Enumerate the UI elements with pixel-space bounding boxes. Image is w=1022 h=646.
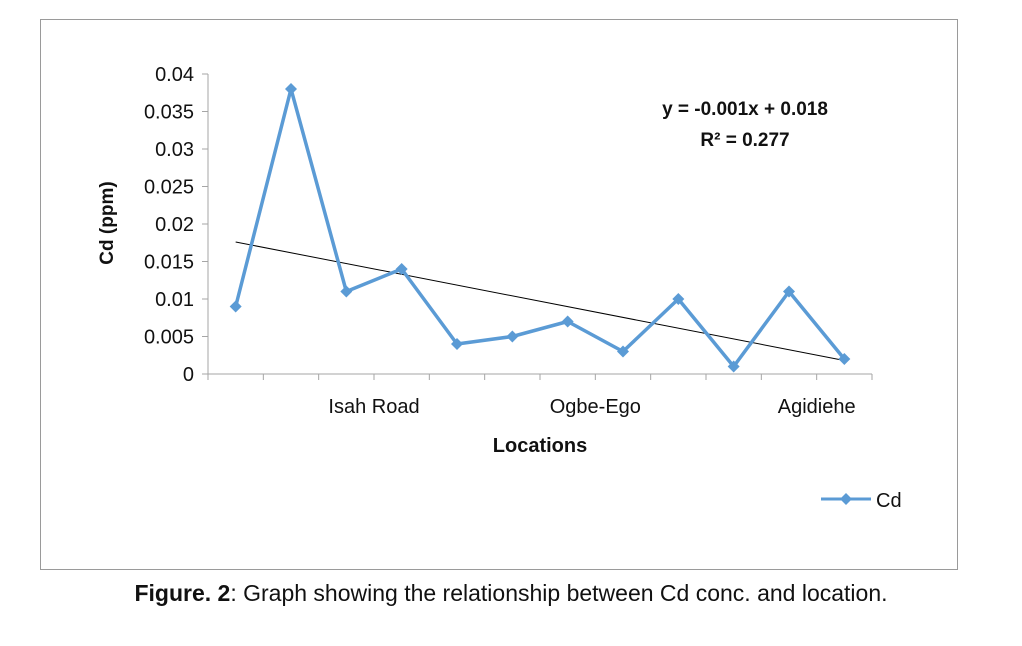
- y-tick-label: 0.015: [144, 252, 194, 274]
- cd-data-point: [838, 353, 851, 365]
- axis-ticks: 0 0.005 0.01 0.015 0.02 0.025 0.03 0.035 0.04 Isa…: [144, 64, 873, 418]
- figure-caption: Figure. 2: Graph showing the relationshi…: [0, 580, 1022, 607]
- cd-data-point: [285, 83, 297, 95]
- r-squared-label: R² = 0.277: [700, 130, 789, 151]
- caption-text: : Graph showing the relationship between…: [230, 580, 888, 606]
- series-group: [229, 83, 851, 373]
- x-tick-label: Ogbe-Ego: [550, 396, 641, 418]
- chart-area: [40, 19, 958, 570]
- cd-data-point: [561, 315, 574, 328]
- y-tick-label: 0: [183, 364, 194, 386]
- legend-label: Cd: [876, 490, 902, 512]
- y-tick-label: 0.005: [144, 327, 194, 349]
- y-tick-label: 0.02: [155, 214, 194, 236]
- caption-label: Figure. 2: [134, 580, 231, 606]
- y-tick-label: 0.03: [155, 139, 194, 161]
- cd-data-point: [395, 263, 408, 275]
- cd-series-line: [233, 87, 846, 369]
- y-axis-title: Cd (ppm): [97, 181, 118, 264]
- y-tick-label: 0.035: [144, 102, 194, 124]
- cd-data-point: [451, 338, 463, 350]
- y-tick-label: 0.025: [144, 177, 194, 199]
- cd-data-point: [783, 285, 795, 298]
- x-tick-label: Isah Road: [328, 396, 419, 418]
- equation-label: y = -0.001x + 0.018: [662, 99, 828, 120]
- cd-data-point: [727, 360, 740, 373]
- cd-data-point: [229, 300, 242, 313]
- y-tick-label: 0.04: [155, 64, 194, 86]
- x-axis-title: Locations: [493, 435, 587, 457]
- cd-data-point: [617, 345, 629, 358]
- cd-data-point: [672, 293, 685, 305]
- x-tick-label: Agidiehe: [778, 396, 856, 418]
- cd-data-point: [506, 330, 519, 343]
- y-tick-label: 0.01: [155, 289, 194, 311]
- cd-data-point: [340, 285, 353, 298]
- legend: Cd: [821, 490, 902, 512]
- legend-marker: [840, 493, 852, 505]
